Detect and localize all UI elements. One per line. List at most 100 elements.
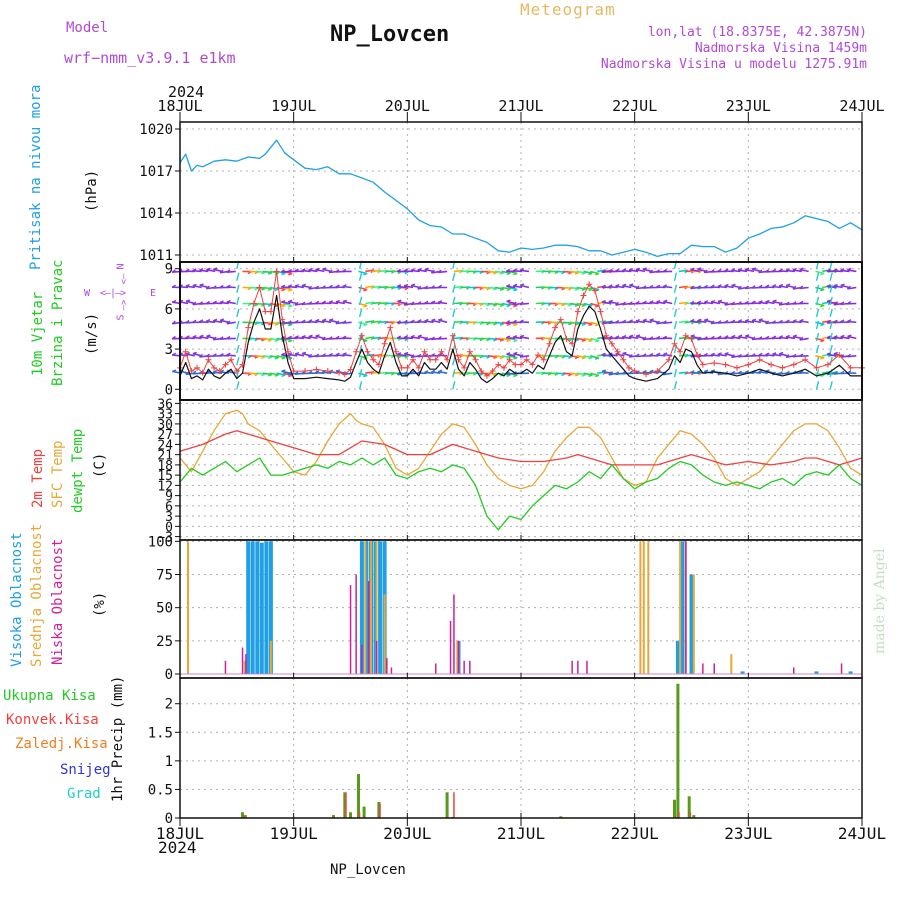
wind-arrow-head — [308, 319, 313, 323]
high-cloud-bar — [250, 541, 255, 674]
wind-arrow — [799, 337, 809, 341]
wind-arrow — [276, 337, 286, 342]
wind-arrow-head — [437, 300, 443, 304]
wind-arrow-head — [192, 268, 197, 272]
wind-arrow-head — [656, 335, 661, 340]
wind-arrow-head — [690, 370, 695, 374]
wind-arrow-head — [568, 356, 573, 360]
wind-arrow — [269, 321, 279, 325]
wind-arrow — [494, 286, 504, 290]
wind-arrow-head — [601, 352, 606, 356]
wind-arrow-head — [171, 320, 176, 325]
wind-arrow-head — [731, 354, 735, 358]
wind-arrow-head — [404, 287, 409, 291]
wind-arrow-head — [628, 334, 634, 338]
conv-precip-bar — [345, 792, 347, 818]
wind-column-arrow — [236, 308, 240, 318]
temperature-ytick-label: 3 — [165, 510, 173, 525]
mid-cloud-bar — [383, 594, 386, 674]
wind-arrow-head — [662, 335, 668, 339]
wind-gust-marker — [336, 369, 343, 376]
wind-arrow — [506, 337, 516, 340]
wind-arrow-head — [635, 334, 641, 337]
wind-arrow-head — [642, 300, 647, 304]
wind-gust-marker — [194, 364, 201, 371]
wind-arrow-head — [512, 268, 518, 272]
wind-arrow-head — [765, 320, 770, 325]
wind-arrow — [417, 320, 427, 324]
wind-arrow-head — [826, 284, 831, 288]
wind-arrow — [772, 353, 782, 357]
wind-arrow-head — [403, 301, 408, 306]
wind-column-arrow — [815, 320, 820, 330]
wind-arrow-head — [205, 300, 210, 305]
wind-arrow-head — [642, 267, 648, 270]
year-top: 2024 — [168, 83, 205, 101]
wind-arrow-head — [185, 299, 191, 302]
wind-arrow — [615, 336, 625, 340]
wind-arrow — [583, 270, 593, 275]
wind-arrow-head — [826, 268, 831, 272]
wind-arrow-head — [280, 284, 286, 288]
wind-compass: N W <—|—> E S <— —> — [84, 262, 156, 324]
wind-arrow — [629, 320, 639, 324]
wind-arrow-head — [772, 284, 777, 288]
wind-arrow-head — [792, 267, 797, 271]
wind-arrow — [199, 269, 209, 273]
wind-arrow-head — [799, 318, 804, 322]
wind-arrow-head — [335, 269, 340, 273]
wind-arrow — [501, 337, 511, 341]
wind-gust-marker — [694, 351, 701, 358]
wind-arrow — [315, 268, 325, 273]
wind-arrow-head — [622, 334, 627, 338]
temp-label-sfc: SFC Temp — [50, 440, 66, 508]
wind-arrow-head — [226, 335, 231, 340]
wind-column-arrow — [829, 308, 833, 318]
wind-arrow — [622, 336, 632, 340]
wind-arrow-head — [403, 371, 408, 375]
wind-arrow — [322, 319, 332, 324]
wind-arrow — [519, 302, 530, 305]
wind-arrow-head — [649, 269, 654, 274]
wind-arrow — [569, 321, 579, 325]
wind-arrow-head — [778, 319, 783, 324]
wind-gust-marker — [688, 335, 695, 342]
wind-arrow-head — [363, 323, 368, 327]
top-date-label: 20JUL — [385, 97, 430, 115]
wind-gust-marker — [284, 348, 291, 355]
wind-arrow — [590, 321, 600, 326]
low-cloud-bar — [457, 640, 460, 674]
wind-column-arrow — [815, 332, 820, 342]
wind-arrow-head — [513, 272, 518, 276]
wind-arrow-head — [192, 370, 197, 375]
wind-arrow — [731, 269, 741, 273]
conv-precip-bar — [678, 812, 680, 818]
wind-arrow-head — [505, 335, 511, 339]
wind-gust-marker — [500, 364, 507, 371]
wind-arrow — [656, 354, 666, 357]
wind-gust-marker — [711, 360, 718, 367]
wind-arrow-head — [833, 371, 838, 375]
mid-cloud-bar — [639, 541, 642, 674]
wind-arrow — [642, 319, 652, 324]
wind-gust-marker — [324, 368, 331, 375]
wind-arrow — [342, 285, 352, 289]
wind-arrow-head — [758, 352, 763, 356]
wind-arrow-head — [506, 272, 511, 276]
wind-arrow-head — [513, 283, 518, 287]
dewpt-temp-line — [179, 457, 863, 531]
wind-arrow-head — [199, 353, 204, 358]
wind-arrow — [365, 285, 375, 289]
wind-arrow — [192, 284, 202, 289]
wind-arrow-head — [846, 285, 851, 290]
temperature-ytick-label: 21 — [157, 449, 173, 464]
wind-arrow — [438, 270, 448, 274]
wind-arrow-head — [662, 320, 667, 324]
wind-arrow-head — [724, 335, 729, 339]
wind-arrow-head — [785, 283, 791, 287]
mid-cloud-bar — [243, 660, 246, 675]
wind-arrow-head — [778, 283, 784, 287]
wind-gust-marker — [438, 348, 445, 355]
wind-arrow — [424, 320, 434, 324]
wind-column-arrow — [452, 332, 456, 342]
